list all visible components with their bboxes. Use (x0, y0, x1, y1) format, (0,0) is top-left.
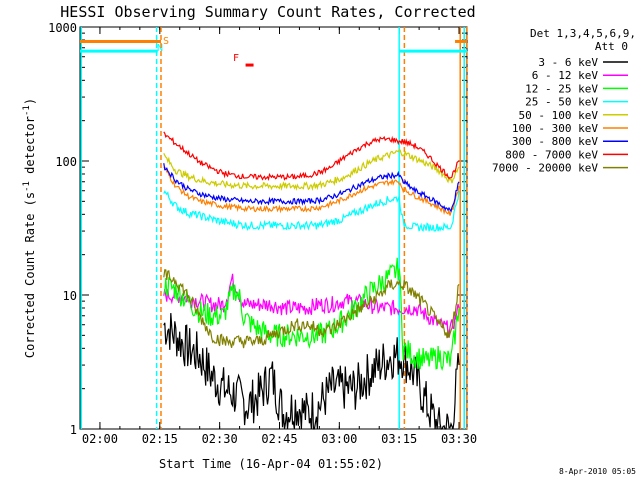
series-line (163, 273, 460, 338)
date-stamp: 8-Apr-2010 05:05 (559, 467, 636, 476)
y-label-sup1: -1 (22, 181, 32, 192)
legend-label: 50 - 100 keV (519, 109, 599, 122)
x-tick-label: 02:30 (202, 432, 238, 446)
series-line (163, 163, 460, 213)
legend-label: 12 - 25 keV (525, 82, 598, 95)
y-tick-label: 1000 (48, 21, 77, 35)
series-line (163, 269, 460, 349)
legend-header-1: Det 1,3,4,5,6,9, (530, 27, 636, 40)
legend-label: 25 - 50 keV (525, 96, 598, 109)
y-label-mid: detector (23, 116, 37, 181)
x-tick-label: 03:15 (381, 432, 417, 446)
y-tick-label: 1 (70, 423, 77, 437)
legend-label: 800 - 7000 keV (505, 148, 598, 161)
y-tick-label: 10 (63, 289, 77, 303)
series-line (163, 313, 460, 430)
chart-title: HESSI Observing Summary Count Rates, Cor… (60, 3, 475, 21)
x-tick-label: 02:15 (142, 432, 178, 446)
y-label-main: Corrected Count Rate (s (23, 192, 37, 358)
legend-header-2: Att 0 (595, 40, 628, 53)
y-label-sup2: -1 (22, 105, 32, 116)
x-axis-label: Start Time (16-Apr-04 01:55:02) (159, 457, 383, 471)
series-line (163, 166, 460, 216)
legend-label: 100 - 300 keV (512, 122, 598, 135)
series-line (163, 190, 460, 233)
y-axis-label: Corrected Count Rate (s-1 detector-1) (22, 98, 37, 358)
x-tick-label: 03:00 (321, 432, 357, 446)
x-tick-label: 02:00 (82, 432, 118, 446)
flag-label-f: F (233, 53, 239, 64)
y-tick-label: 100 (55, 155, 77, 169)
y-label-end: ) (23, 98, 37, 105)
flag-label-s: S (163, 36, 169, 47)
plot-area: 02:00 02:15 02:30 02:45 03:00 03:15 03:30 1 10 10… (48, 21, 477, 446)
x-tick-label: 03:30 (441, 432, 477, 446)
series-line (163, 257, 460, 371)
legend-label: 300 - 800 keV (512, 135, 598, 148)
flag-label-n: N (157, 43, 163, 54)
series-line (163, 131, 460, 181)
legend-label: 6 - 12 keV (532, 69, 599, 82)
x-tick-label: 02:45 (261, 432, 297, 446)
legend-label: 7000 - 20000 keV (492, 162, 598, 175)
legend-label: 3 - 6 keV (538, 56, 598, 69)
series-line (163, 148, 460, 191)
